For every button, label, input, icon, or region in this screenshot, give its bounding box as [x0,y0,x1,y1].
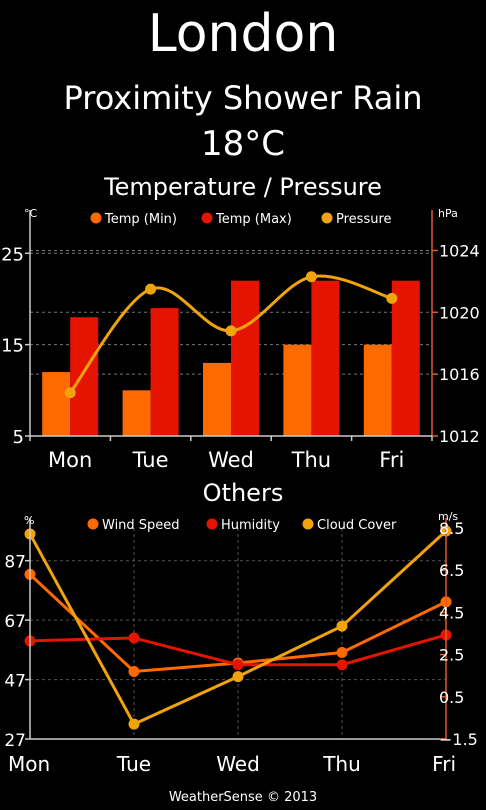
pressure-point-fri [386,292,398,304]
y-tick-label: 5 [13,427,24,448]
y-axis-unit-label: % [24,514,34,527]
legend-label-wind-speed: Wind Speed [102,518,180,533]
others-chart: 27 47 67 87 −1.5 0.5 2.5 4.5 6.5 8.5 Mon Tue Wed Thu F… [4,510,478,776]
x-tick-label-wed: Wed [216,752,260,776]
bar-temp-max-wed [231,280,259,436]
bar-temp-min-wed [203,362,231,436]
wind-speed-point-tue [128,665,140,677]
bar-temp-min-thu [283,344,312,436]
legend-marker-cloud-cover [302,518,314,530]
y2-tick-label: 1016 [439,365,480,384]
y2-tick-label: 1012 [439,427,480,446]
bar-temp-min-fri [363,344,392,436]
bar-temp-max-thu [311,280,340,436]
bar-temp-min-mon [42,372,71,436]
pressure-point-wed [225,325,237,337]
y2-axis-unit-label: hPa [438,207,458,220]
y2-tick-label: 1024 [439,241,480,260]
wind-speed-point-thu [336,646,348,658]
pressure-point-tue [145,283,157,295]
pressure-point-thu [305,271,317,283]
y2-tick-label: 2.5 [439,646,464,665]
bar-temp-max-tue [150,308,179,436]
current-temperature: 18°C [200,124,285,164]
y2-axis-unit-label: m/s [438,510,458,523]
legend-label-pressure: Pressure [336,212,392,227]
legend-marker-temp-min [90,212,102,224]
y-tick-label: 27 [4,731,26,751]
humidity-point-wed [232,659,244,671]
y-axis-unit-label: °C [24,207,38,220]
temperature-pressure-chart: 5 15 25 1012 1016 1020 1024 Mon Tue Wed Thu Fri °C hP… [1,207,480,472]
legend-marker-humidity [206,518,218,530]
x-tick-label-fri: Fri [379,448,404,472]
x-tick-label-mon: Mon [8,752,50,776]
legend-label-cloud-cover: Cloud Cover [317,518,397,533]
legend-marker-wind-speed [87,518,99,530]
y-tick-label: 67 [4,612,26,632]
legend-label-temp-max: Temp (Max) [215,212,292,227]
legend-label-temp-min: Temp (Min) [104,212,177,227]
chart-title-temperature-pressure: Temperature / Pressure [104,173,382,201]
city-name: London [147,4,339,64]
footer-copyright: WeatherSense © 2013 [168,790,318,805]
humidity-point-tue [128,632,140,644]
bar-temp-min-tue [122,390,151,436]
x-tick-label-mon: Mon [48,448,92,472]
bar-temp-max-fri [391,280,420,436]
legend-marker-pressure [321,212,333,224]
x-tick-label-tue: Tue [132,448,169,472]
bar-temp-max-mon [70,317,99,436]
y2-tick-label: 1020 [439,303,480,322]
y2-tick-label: 6.5 [439,561,464,580]
y2-tick-label: 0.5 [439,688,464,707]
y-tick-label: 47 [4,672,26,692]
x-tick-label-thu: Thu [291,448,331,472]
cloud-cover-point-thu [336,620,348,632]
y-tick-label: 25 [1,244,24,265]
x-tick-label-thu: Thu [322,752,361,776]
legend-label-humidity: Humidity [221,518,280,533]
y-tick-label: 15 [1,336,24,357]
humidity-point-thu [336,659,348,671]
chart-title-others: Others [202,479,284,507]
pressure-point-mon [64,387,76,399]
cloud-cover-point-tue [128,718,140,730]
y-tick-label: 87 [4,553,26,573]
cloud-cover-point-wed [232,671,244,683]
y2-tick-label: −1.5 [439,730,478,749]
y2-tick-label: 8.5 [439,519,464,538]
x-tick-label-wed: Wed [208,448,254,472]
weather-condition: Proximity Shower Rain [63,79,423,117]
x-tick-label-tue: Tue [116,752,151,776]
x-tick-label-fri: Fri [432,752,456,776]
y2-tick-label: 4.5 [439,603,464,622]
legend-marker-temp-max [201,212,213,224]
